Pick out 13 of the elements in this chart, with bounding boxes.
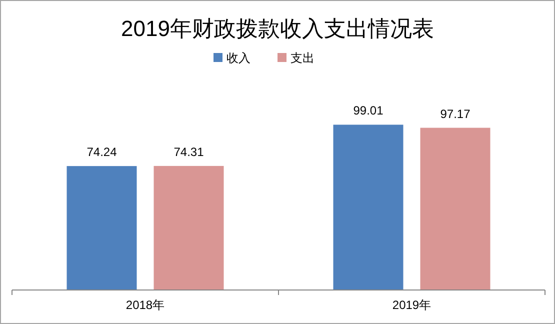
bar <box>420 128 490 290</box>
legend-label: 支出 <box>290 51 314 65</box>
data-label: 97.17 <box>440 106 471 121</box>
bar <box>66 166 137 290</box>
legend-label: 收入 <box>226 51 250 65</box>
bar <box>333 124 404 290</box>
x-tick-label: 2018年 <box>126 298 165 312</box>
data-label: 99.01 <box>353 104 384 118</box>
bar <box>154 166 224 290</box>
chart-title: 2019年财政拨款收入支出情况表 <box>121 16 434 41</box>
data-label: 74.31 <box>174 144 204 159</box>
x-tick-label: 2019年 <box>392 298 432 312</box>
data-label: 74.24 <box>86 145 118 160</box>
